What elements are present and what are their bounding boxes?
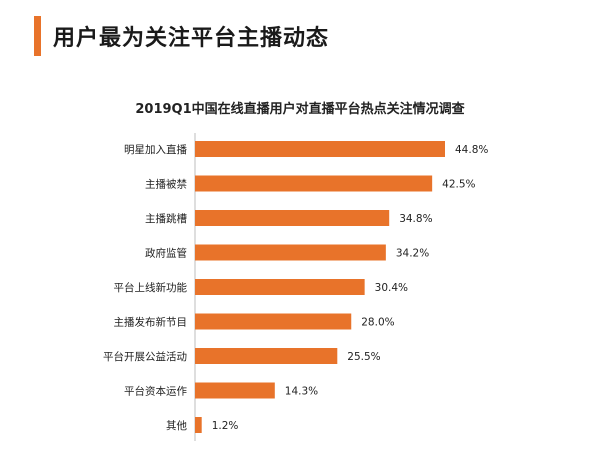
category-label-2: 主播跳槽: [145, 212, 187, 225]
category-label-4: 平台上线新功能: [114, 281, 188, 294]
page-title: 用户最为关注平台主播动态: [53, 26, 330, 51]
bar-8: [195, 417, 202, 433]
category-label-3: 政府监管: [145, 247, 187, 260]
bar-4: [195, 279, 365, 295]
page-header: 用户最为关注平台主播动态: [34, 16, 329, 56]
category-label-1: 主播被禁: [145, 178, 187, 191]
value-label-8: 1.2%: [212, 420, 239, 432]
bar-2: [195, 210, 390, 226]
category-label-6: 平台开展公益活动: [103, 350, 187, 363]
bar-0: [195, 141, 445, 157]
category-label-0: 明星加入直播: [124, 143, 187, 156]
value-label-3: 34.2%: [396, 248, 429, 260]
value-label-2: 34.8%: [399, 213, 432, 225]
header-accent-bar: [34, 16, 41, 56]
bar-7: [195, 382, 275, 399]
bar-1: [195, 175, 433, 192]
bar-3: [195, 244, 386, 261]
bar-5: [195, 313, 352, 330]
value-label-6: 25.5%: [347, 351, 380, 363]
category-label-5: 主播发布新节目: [114, 316, 188, 329]
value-label-5: 28.0%: [361, 317, 394, 329]
value-label-1: 42.5%: [442, 179, 475, 191]
chart-title: 2019Q1中国在线直播用户对直播平台热点关注情况调查: [135, 102, 465, 117]
value-label-7: 14.3%: [285, 386, 318, 398]
category-label-8: 其他: [166, 419, 187, 432]
bar-6: [195, 348, 338, 364]
value-label-0: 44.8%: [455, 144, 488, 156]
bar-group: 明星加入直播 44.8% 主播被禁 42.5% 主播跳槽 34.8% 政府监管 34.2% 平台…: [103, 141, 488, 433]
value-label-4: 30.4%: [375, 282, 408, 294]
category-label-7: 平台资本运作: [124, 385, 187, 398]
